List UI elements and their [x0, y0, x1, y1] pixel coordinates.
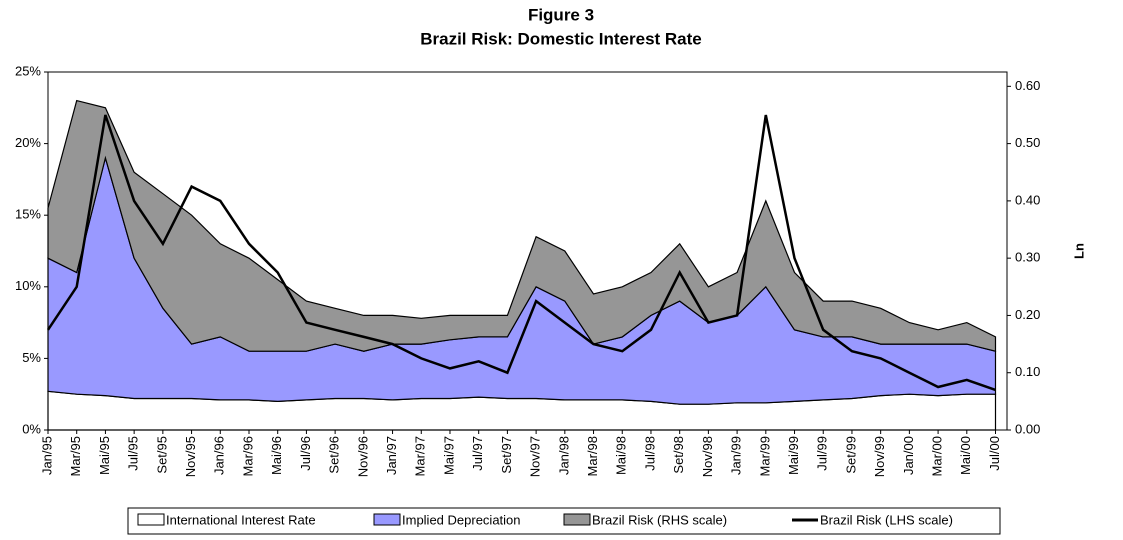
y2-axis-label: Ln [1071, 243, 1086, 259]
x-tick-label: Nov/95 [183, 436, 198, 477]
y2-tick-label: 0.20 [1015, 307, 1040, 322]
y-tick-label: 10% [15, 278, 41, 293]
x-tick-label: Jul/99 [815, 436, 830, 471]
x-tick-label: Jan/98 [556, 436, 571, 475]
x-tick-label: Nov/96 [355, 436, 370, 477]
legend-label: Implied Depreciation [402, 512, 521, 527]
x-tick-label: Mai/95 [97, 436, 112, 475]
x-tick-label: Jul/95 [126, 436, 141, 471]
legend-label: Brazil Risk (RHS scale) [592, 512, 727, 527]
x-tick-label: Mar/00 [930, 436, 945, 476]
chart-subtitle: Brazil Risk: Domestic Interest Rate [420, 29, 702, 48]
x-tick-label: Nov/97 [528, 436, 543, 477]
x-tick-label: Jan/96 [212, 436, 227, 475]
x-tick-label: Nov/99 [872, 436, 887, 477]
y-tick-label: 15% [15, 207, 41, 222]
y-tick-label: 5% [22, 350, 41, 365]
x-tick-label: Mar/95 [68, 436, 83, 476]
legend-swatch [137, 513, 165, 526]
x-tick-label: Mai/98 [614, 436, 629, 475]
x-tick-label: Jan/99 [729, 436, 744, 475]
legend-swatch [563, 513, 591, 526]
y-tick-label: 20% [15, 135, 41, 150]
legend-swatch [373, 513, 401, 526]
y-tick-label: 0% [22, 421, 41, 436]
x-tick-label: Jul/00 [987, 436, 1002, 471]
y-tick-label: 25% [15, 63, 41, 78]
y2-tick-label: 0.00 [1015, 421, 1040, 436]
plot-frame [47, 71, 1008, 431]
x-tick-label: Mai/97 [441, 436, 456, 475]
x-tick-label: Nov/98 [700, 436, 715, 477]
x-tick-label: Mar/97 [413, 436, 428, 476]
x-tick-label: Set/98 [671, 436, 686, 474]
y2-tick-label: 0.40 [1015, 192, 1040, 207]
x-tick-label: Mar/96 [240, 436, 255, 476]
x-tick-label: Set/96 [327, 436, 342, 474]
y2-tick-label: 0.50 [1015, 135, 1040, 150]
x-tick-label: Mai/96 [269, 436, 284, 475]
x-tick-label: Mar/98 [585, 436, 600, 476]
line [46, 114, 996, 392]
x-tick-label: Set/99 [843, 436, 858, 474]
x-tick-label: Mar/99 [757, 436, 772, 476]
x-tick-label: Set/97 [499, 436, 514, 474]
x-tick-label: Mai/00 [958, 436, 973, 475]
y2-tick-label: 0.10 [1015, 364, 1040, 379]
x-tick-label: Jan/97 [384, 436, 399, 475]
x-tick-label: Set/95 [154, 436, 169, 474]
x-tick-label: Mai/99 [786, 436, 801, 475]
x-tick-label: Jan/00 [901, 436, 916, 475]
area [47, 99, 997, 352]
legend-label: International Interest Rate [166, 512, 316, 527]
x-tick-label: Jul/96 [298, 436, 313, 471]
x-tick-label: Jul/98 [642, 436, 657, 471]
x-tick-label: Jul/97 [470, 436, 485, 471]
y2-tick-label: 0.30 [1015, 250, 1040, 265]
legend-label: Brazil Risk (LHS scale) [820, 512, 953, 527]
x-tick-label: Jan/95 [39, 436, 54, 475]
y2-tick-label: 0.60 [1015, 78, 1040, 93]
chart-title: Figure 3 [528, 5, 594, 24]
